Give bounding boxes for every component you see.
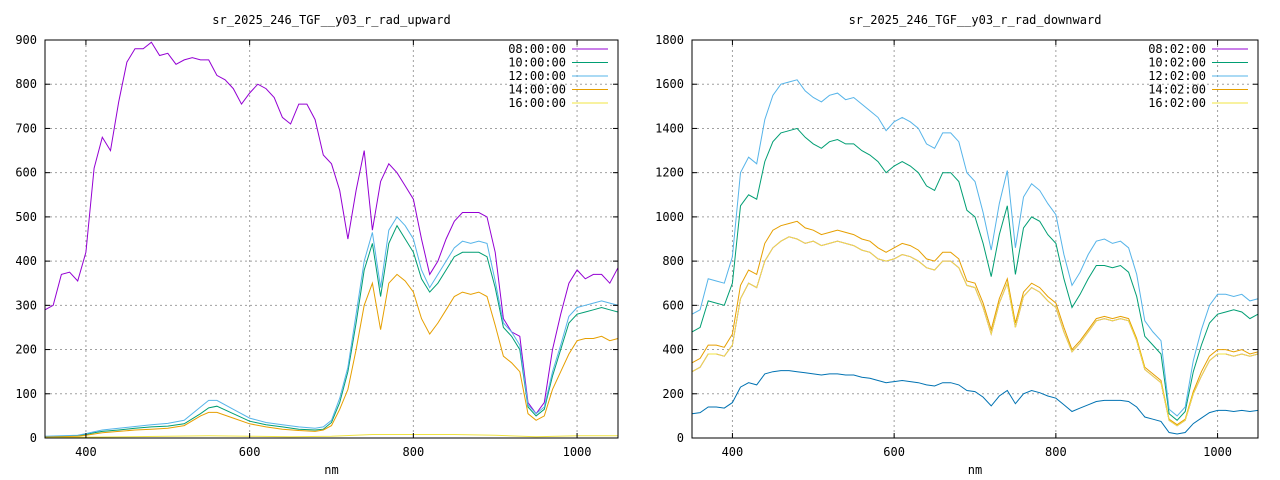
y-tick-label: 300 [15,298,37,312]
legend-label: 16:00:00 [508,96,566,110]
series-line-120200 [692,79,1258,417]
series-line-160200 [692,236,1258,427]
x-axis-label: nm [968,463,982,477]
legend-label: 12:02:00 [1148,69,1206,83]
legend-label: 08:02:00 [1148,42,1206,56]
series-line-100000 [45,224,618,438]
legend-label: 12:00:00 [508,69,566,83]
y-tick-label: 200 [662,387,684,401]
y-tick-label: 800 [662,254,684,268]
chart-panel-1: sr_2025_246_TGF__y03_r_rad_upward 0 100 200… [15,13,619,477]
y-tick-label: 500 [15,210,37,224]
y-tick-label: 400 [662,343,684,357]
y-tick-label: 400 [15,254,37,268]
chart-title: sr_2025_246_TGF__y03_r_rad_upward [212,13,450,27]
legend-label: 16:02:00 [1148,96,1206,110]
series-line-120000 [45,216,618,437]
y-tick-label: 1000 [655,210,684,224]
x-tick-label: 400 [722,445,744,459]
x-tick-label: 1000 [563,445,592,459]
y-tick-label: 100 [15,387,37,401]
legend-label: 10:02:00 [1148,56,1206,70]
plot-frame [691,39,1259,439]
legend-label: 14:00:00 [508,83,566,97]
x-tick-label: 1000 [1203,445,1232,459]
y-tick-label: 200 [15,343,37,357]
y-tick-label: 0 [30,431,37,445]
series-line-100200 [692,127,1258,421]
y-tick-label: 900 [15,33,37,47]
y-tick-label: 800 [15,77,37,91]
y-tick-label: 600 [662,298,684,312]
x-axis-label: nm [324,463,338,477]
y-tick-label: 0 [677,431,684,445]
series-line-080200 [692,236,1258,427]
x-tick-label: 600 [239,445,261,459]
x-tick-label: 600 [883,445,905,459]
series-line-080000 [45,41,618,415]
y-tick-label: 1600 [655,77,684,91]
series-line-160000 [45,434,618,438]
y-tick-label: 700 [15,121,37,135]
chart-panel-2: sr_2025_246_TGF__y03_r_rad_downward 0 200 4… [655,13,1259,477]
y-tick-label: 1200 [655,166,684,180]
legend-label: 10:00:00 [508,56,566,70]
series-line-140000 [45,273,618,438]
y-tick-label: 600 [15,166,37,180]
x-tick-label: 400 [75,445,97,459]
plot-frame [44,39,619,439]
series-line-extra-5 [692,370,1258,435]
x-tick-label: 800 [403,445,425,459]
x-tick-label: 800 [1045,445,1067,459]
y-tick-label: 1400 [655,121,684,135]
legend-label: 14:02:00 [1148,83,1206,97]
y-tick-label: 1800 [655,33,684,47]
chart-title: sr_2025_246_TGF__y03_r_rad_downward [849,13,1102,27]
legend-label: 08:00:00 [508,42,566,56]
